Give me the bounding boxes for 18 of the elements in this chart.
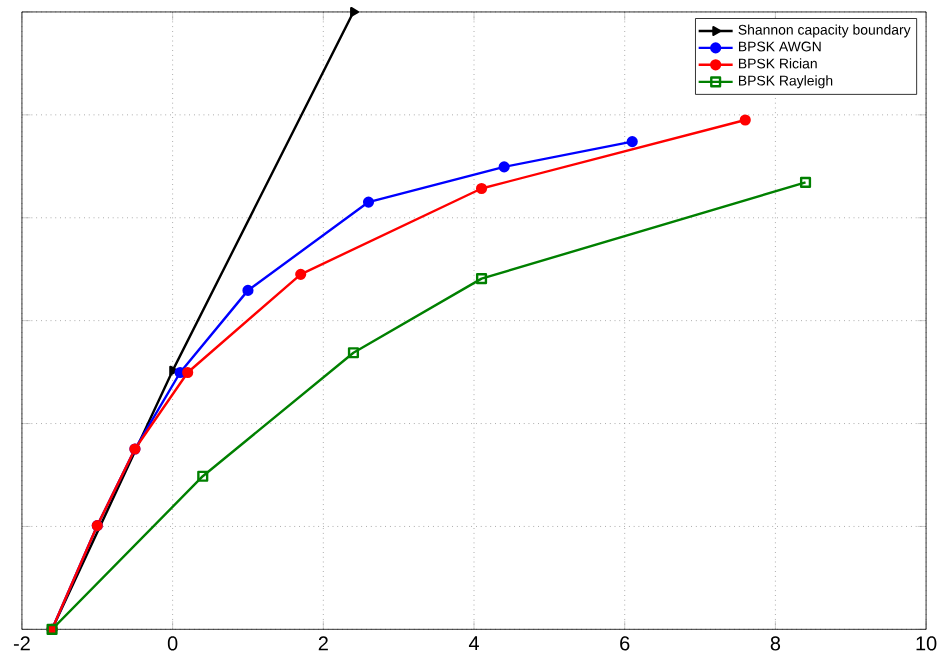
x-tick-label: 10 — [916, 636, 937, 651]
point — [295, 268, 307, 280]
point — [475, 182, 488, 195]
point — [739, 114, 751, 126]
point — [197, 470, 209, 482]
point — [182, 366, 194, 379]
point — [362, 196, 375, 208]
x-tick-label: -2 — [13, 636, 30, 651]
x-tick-label: 2 — [318, 636, 328, 651]
point — [498, 161, 510, 173]
point — [475, 273, 488, 285]
point — [347, 347, 360, 359]
x-tick-label: 0 — [167, 636, 178, 651]
x-tick-label: 6 — [620, 636, 630, 651]
x-tick-label: 4 — [468, 636, 479, 651]
x-tick-label: 8 — [770, 636, 781, 651]
point — [242, 284, 254, 296]
point — [626, 136, 638, 148]
